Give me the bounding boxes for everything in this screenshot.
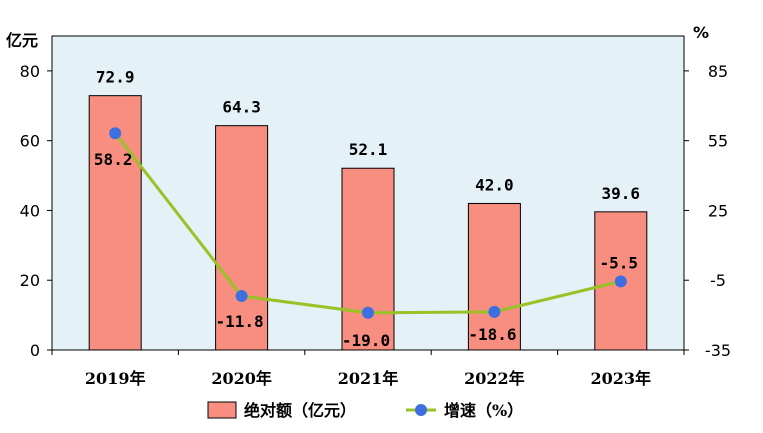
growth-value-label-1: 58.2 bbox=[94, 150, 133, 169]
data-labels: 72.9 64.3 52.1 42.0 39.6 58.2 -11.8 -19.0 -18.6 -… bbox=[94, 68, 640, 350]
line-series bbox=[109, 127, 627, 319]
legend-bar-label: 绝对额（亿元） bbox=[244, 401, 356, 420]
x-category-label: 2023年 bbox=[591, 369, 652, 388]
y-left-tick-label: 20 bbox=[20, 271, 40, 290]
legend-line-label: 增速（%） bbox=[444, 401, 523, 420]
bar-value-label-4: 42.0 bbox=[475, 175, 514, 194]
growth-point-2 bbox=[235, 290, 248, 303]
growth-point-4 bbox=[488, 305, 501, 318]
y-right-tick-label: 25 bbox=[708, 201, 728, 220]
growth-value-label-4: -18.6 bbox=[468, 325, 516, 344]
legend-line-marker bbox=[415, 404, 427, 416]
y-left-tick-label: 40 bbox=[20, 201, 40, 220]
bar-2 bbox=[215, 125, 269, 351]
y-left-tick-label: 80 bbox=[20, 62, 40, 81]
y-right-tick-label: -35 bbox=[705, 341, 731, 360]
y-right-tick-label: 55 bbox=[708, 132, 728, 151]
y-right-tick-label: 85 bbox=[708, 62, 728, 81]
bar-3 bbox=[341, 167, 395, 351]
growth-point-1 bbox=[109, 127, 122, 140]
bar-value-label-5: 39.6 bbox=[602, 184, 641, 203]
y-left-unit: 亿元 bbox=[6, 31, 38, 50]
legend-bar-swatch bbox=[207, 401, 237, 419]
x-category-label: 2019年 bbox=[85, 369, 146, 388]
bar-value-label-2: 64.3 bbox=[222, 98, 261, 117]
x-category-label: 2020年 bbox=[211, 369, 272, 388]
y-right-tick-label: -5 bbox=[710, 271, 726, 290]
y-left-tick-label: 0 bbox=[30, 341, 40, 360]
growth-value-label-2: -11.8 bbox=[216, 312, 264, 331]
plot-frame bbox=[51, 35, 685, 351]
bar-value-label-1: 72.9 bbox=[96, 68, 135, 87]
y-left-tick-label: 60 bbox=[20, 132, 40, 151]
legend: 绝对额（亿元） 增速（%） bbox=[207, 401, 523, 420]
axes: 0 20 40 60 80 -35 -5 25 55 85 2019年 2020年 2021年 2022年… bbox=[6, 23, 731, 388]
growth-point-3 bbox=[362, 306, 374, 319]
x-category-label: 2021年 bbox=[338, 369, 399, 388]
x-category-label: 2022年 bbox=[464, 369, 525, 388]
growth-value-label-5: -5.5 bbox=[600, 253, 639, 272]
bar-value-label-3: 52.1 bbox=[349, 140, 388, 159]
growth-point-5 bbox=[614, 275, 627, 288]
growth-value-label-3: -19.0 bbox=[342, 331, 390, 350]
y-right-unit: % bbox=[693, 23, 709, 42]
